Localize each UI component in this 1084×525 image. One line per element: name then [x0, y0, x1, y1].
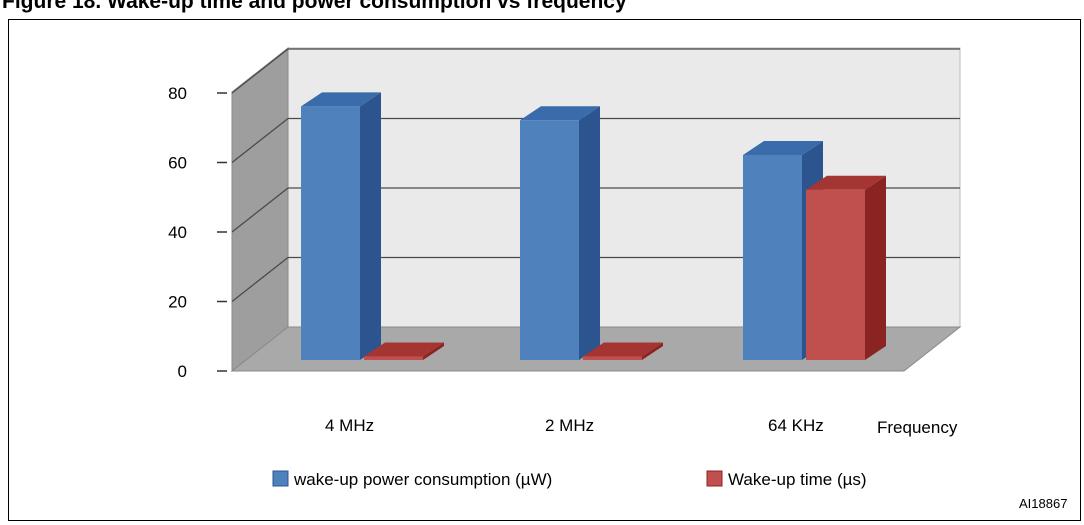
bar-front	[364, 356, 423, 360]
bar-side	[423, 342, 444, 360]
y-tick-label: 40	[168, 223, 187, 242]
y-tick-label: 60	[168, 154, 187, 173]
legend-swatch	[272, 470, 289, 487]
y-tick-label: 0	[178, 362, 187, 381]
bar-front	[743, 154, 802, 360]
bar-top	[520, 106, 600, 121]
gridline-side	[231, 48, 289, 94]
bar-side	[579, 106, 600, 360]
bar-time	[364, 342, 444, 360]
chart-legend: wake-up power consumption (µW) Wake-up ti…	[272, 470, 867, 489]
bar-top	[743, 140, 823, 155]
legend-label: wake-up power consumption (µW)	[293, 470, 552, 489]
chart-bars	[301, 92, 886, 360]
bar-top	[583, 342, 663, 357]
bar-top	[301, 92, 381, 107]
bar-top	[806, 175, 886, 190]
y-tick-label: 80	[168, 84, 187, 103]
gridline-side	[231, 187, 289, 233]
bar-top	[364, 342, 444, 357]
y-axis: 0 20 40 60 80	[168, 84, 227, 381]
bar-time	[583, 342, 663, 360]
bar-power	[301, 92, 381, 360]
bar-side	[865, 175, 886, 360]
figure-caption: Figure 18. Wake-up time and power consum…	[2, 0, 627, 13]
x-axis-labels: 4 MHz 2 MHz 64 KHz	[325, 416, 824, 435]
x-tick-label: 4 MHz	[325, 416, 374, 435]
gridline-side	[231, 256, 289, 303]
x-tick-label: 2 MHz	[545, 416, 594, 435]
figure-frame	[8, 19, 1081, 521]
x-tick-label: 64 KHz	[768, 416, 824, 435]
legend-label: Wake-up time (µs)	[728, 470, 867, 489]
figure-id-label: AI18867	[1019, 496, 1067, 511]
bar-time	[806, 175, 886, 360]
gridline-side	[231, 117, 289, 164]
bar-side	[360, 92, 381, 360]
legend-swatch	[706, 470, 723, 487]
y-tick-label: 20	[168, 293, 187, 312]
x-axis-title: Frequency	[877, 418, 958, 437]
bar-front	[520, 120, 579, 360]
bar-front	[301, 106, 360, 360]
bar-side	[642, 342, 663, 360]
bar-power	[520, 106, 600, 360]
bar-front	[583, 356, 642, 360]
bar-front	[806, 189, 865, 360]
